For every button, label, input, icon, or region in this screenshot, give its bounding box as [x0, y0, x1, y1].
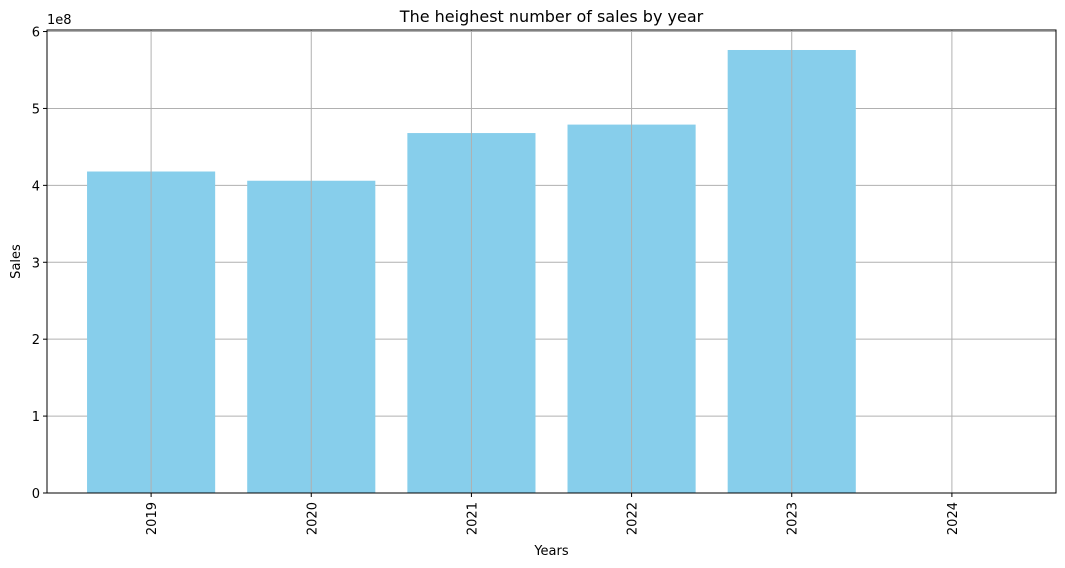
- grid-lines: [47, 31, 1056, 494]
- y-tick-label: 0: [32, 487, 40, 502]
- y-tick-label: 3: [32, 256, 40, 271]
- x-tick-label: 2019: [145, 502, 160, 535]
- x-tick-label: 2021: [465, 502, 480, 535]
- y-axis-label: Sales: [9, 244, 24, 279]
- y-tick-label: 1: [32, 410, 40, 425]
- x-tick-label: 2020: [305, 502, 320, 535]
- y-axis-ticks: 0 1 2 3 4 5 6: [32, 26, 47, 502]
- vertical-grid-lines: [150, 30, 953, 493]
- x-axis-ticks: 2019 2020 2021 2022 2023 2024: [145, 493, 961, 535]
- plot-frame: [46, 29, 1057, 494]
- x-tick-label: 2022: [626, 502, 641, 535]
- y-tick-label: 4: [32, 179, 40, 194]
- y-offset-label: 1e8: [47, 13, 72, 28]
- y-tick-label: 5: [32, 102, 40, 117]
- y-tick-label: 2: [32, 333, 40, 348]
- x-tick-label: 2023: [786, 502, 801, 535]
- chart-title: The heighest number of sales by year: [399, 7, 704, 26]
- x-tick-label: 2024: [946, 502, 961, 535]
- y-tick-label: 6: [32, 26, 40, 41]
- x-axis-label: Years: [533, 544, 569, 559]
